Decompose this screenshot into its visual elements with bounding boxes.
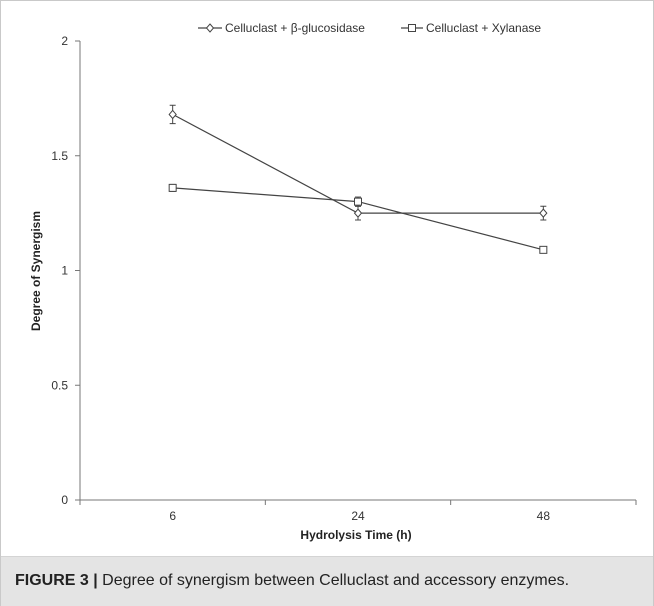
x-tick-label: 6 xyxy=(169,509,176,523)
legend: Celluclast + β-glucosidase Celluclast + … xyxy=(198,21,541,35)
plot-area: 0 0.5 1 1.5 2 6 24 48 xyxy=(51,34,637,523)
legend-marker-square xyxy=(408,24,416,32)
x-tick-label: 48 xyxy=(537,509,551,523)
data-point-diamond xyxy=(539,208,548,218)
figure-caption: FIGURE 3 | Degree of synergism between C… xyxy=(15,572,569,590)
y-tick-label: 2 xyxy=(61,34,68,48)
caption-label: FIGURE 3 | xyxy=(15,572,98,589)
y-axis-title: Degree of Synergism xyxy=(29,211,43,331)
legend-label-series-2: Celluclast + Xylanase xyxy=(426,21,541,35)
y-tick-label: 1.5 xyxy=(51,149,68,163)
legend-marker-diamond xyxy=(205,23,215,33)
data-point-diamond xyxy=(168,109,177,120)
chart: 0 0.5 1 1.5 2 6 24 48 Celluclast + β-glucosidas… xyxy=(29,21,637,542)
data-point-square xyxy=(539,245,548,254)
data-point-diamond xyxy=(353,208,363,218)
caption-text: Degree of synergism between Celluclast a… xyxy=(102,572,570,589)
x-tick-label: 24 xyxy=(351,509,365,523)
legend-label-series-1: Celluclast + β-glucosidase xyxy=(225,21,365,35)
data-point-square xyxy=(168,183,177,192)
x-axis-title: Hydrolysis Time (h) xyxy=(300,528,411,542)
y-tick-label: 0.5 xyxy=(51,378,68,392)
y-tick-label: 0 xyxy=(61,493,68,507)
y-tick-label: 1 xyxy=(61,264,68,278)
caption-bar: FIGURE 3 | Degree of synergism between C… xyxy=(1,556,653,606)
data-point-square xyxy=(354,197,362,206)
